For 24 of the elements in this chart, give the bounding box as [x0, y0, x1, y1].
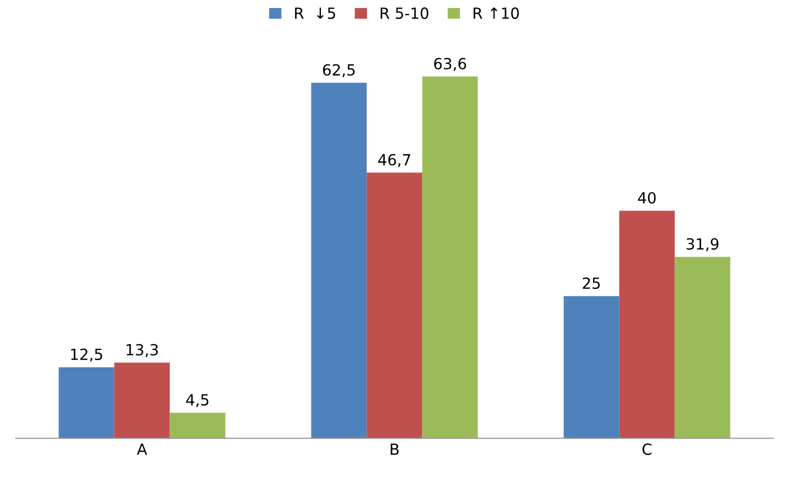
- bar: [58, 367, 114, 438]
- legend-label: R ↑10: [474, 7, 519, 19]
- data-label: 62,5: [323, 64, 355, 78]
- bar: [422, 76, 478, 438]
- data-label: 40: [638, 192, 656, 204]
- bar: [564, 296, 620, 438]
- bar: [366, 172, 422, 438]
- bar: [619, 210, 675, 438]
- data-label: 12,5: [71, 348, 102, 362]
- legend-label: R ↓5: [295, 8, 336, 19]
- x-tick-label: C: [642, 443, 652, 455]
- data-label: 13,3: [126, 344, 158, 358]
- legend-label: R 5-10: [380, 7, 428, 19]
- x-tick-label: A: [136, 444, 148, 455]
- bar: [311, 82, 367, 438]
- data-label: 4,5: [186, 394, 208, 408]
- bar: [170, 412, 226, 438]
- data-label: 63,6: [434, 58, 466, 71]
- data-label: 25: [582, 277, 600, 289]
- data-label: 46,7: [378, 154, 410, 168]
- bar: [674, 256, 730, 438]
- x-tick-label: B: [390, 444, 399, 455]
- data-label: 31,9: [686, 238, 718, 252]
- bar: [114, 362, 170, 438]
